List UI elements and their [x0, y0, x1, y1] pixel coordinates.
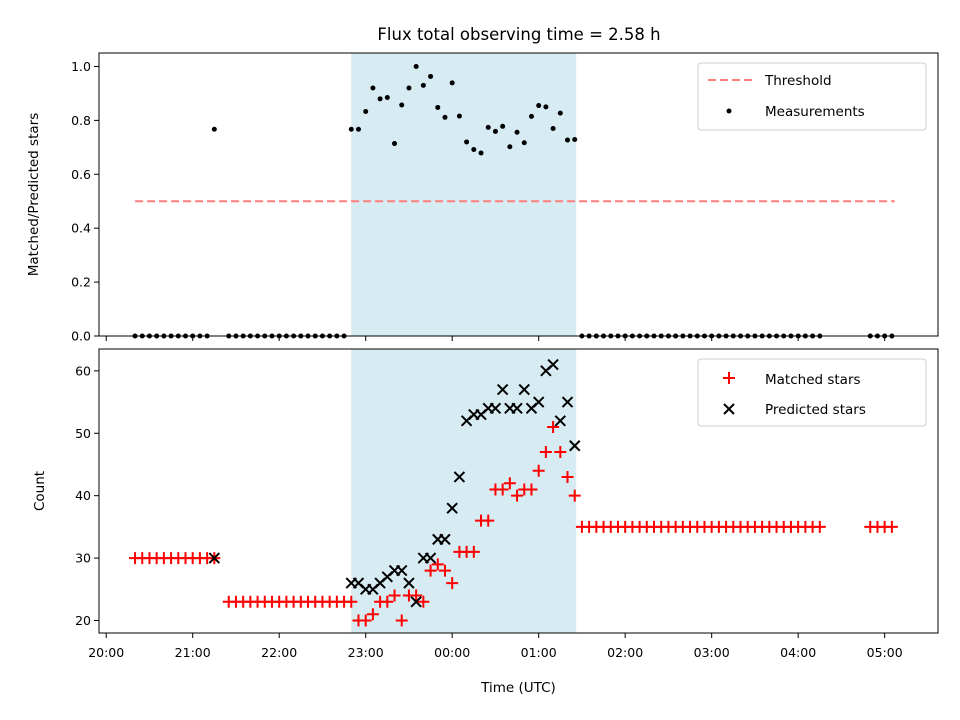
legend-predicted-label: Predicted stars — [765, 402, 866, 418]
x-tick-label: 01:00 — [521, 645, 557, 660]
measurement-point — [392, 141, 397, 146]
x-tick-label: 04:00 — [780, 645, 816, 660]
measurement-point — [370, 86, 375, 91]
x-tick-label: 00:00 — [434, 645, 470, 660]
x-tick-label: 23:00 — [348, 645, 384, 660]
top-y-tick-label: 0.2 — [71, 275, 91, 290]
bottom-y-tick-label: 20 — [75, 613, 91, 628]
bottom-y-tick-label: 30 — [75, 551, 91, 566]
measurement-point — [529, 114, 534, 119]
bottom-y-tick-label: 40 — [75, 488, 91, 503]
measurement-point — [435, 105, 440, 110]
measurement-point — [212, 127, 217, 132]
top-legend: Threshold Measurements — [698, 63, 926, 130]
bottom-panel: 20 30 40 50 60 20:00 21:00 22:00 23:00 00:00 01:0… — [32, 349, 938, 696]
matched-star-point — [886, 521, 898, 533]
top-y-tick-label: 0.4 — [71, 221, 91, 236]
bottom-x-ticks: 20:00 21:00 22:00 23:00 00:00 01:00 02:00 03:00… — [88, 633, 903, 660]
bottom-legend: Matched stars Predicted stars — [698, 359, 926, 426]
measurement-point — [363, 109, 368, 114]
measurement-point — [356, 127, 361, 132]
legend-measurements-label: Measurements — [765, 104, 865, 120]
measurement-point — [515, 130, 520, 135]
measurement-point — [551, 126, 556, 131]
measurement-point — [471, 147, 476, 152]
measurement-point — [565, 138, 570, 143]
legend-threshold-label: Threshold — [764, 73, 832, 89]
measurement-point — [450, 80, 455, 85]
top-y-tick-label: 0.6 — [71, 167, 91, 182]
x-tick-label: 22:00 — [261, 645, 297, 660]
x-tick-label: 03:00 — [694, 645, 730, 660]
measurement-point — [543, 104, 548, 109]
observing-window-span — [351, 53, 576, 336]
bottom-y-axis-label: Count — [32, 471, 48, 511]
x-axis-label: Time (UTC) — [480, 680, 556, 696]
measurement-point — [428, 74, 433, 79]
measurement-point — [536, 103, 541, 108]
observing-window-span — [351, 349, 576, 633]
measurement-point — [507, 144, 512, 149]
measurement-point — [572, 137, 577, 142]
top-y-tick-label: 1.0 — [71, 59, 91, 74]
x-tick-label: 20:00 — [88, 645, 124, 660]
x-tick-label: 21:00 — [175, 645, 211, 660]
measurement-point — [349, 127, 354, 132]
bottom-y-ticks: 20 30 40 50 60 — [75, 363, 99, 628]
x-tick-label: 05:00 — [867, 645, 903, 660]
x-tick-label: 02:00 — [607, 645, 643, 660]
top-y-tick-label: 0.8 — [71, 113, 91, 128]
measurement-point — [378, 96, 383, 101]
bottom-y-tick-label: 60 — [75, 363, 91, 378]
measurement-point — [442, 115, 447, 120]
legend-matched-label: Matched stars — [765, 372, 861, 388]
measurement-point — [479, 150, 484, 155]
measurement-point — [500, 124, 505, 129]
measurement-point — [486, 125, 491, 130]
top-panel: 0.0 0.2 0.4 0.6 0.8 1.0 Matched/Predicted sta… — [26, 53, 938, 344]
measurement-point — [457, 114, 462, 119]
measurement-point — [493, 129, 498, 134]
legend-measurements-swatch — [727, 109, 732, 114]
measurement-point — [385, 95, 390, 100]
top-y-ticks: 0.0 0.2 0.4 0.6 0.8 1.0 — [71, 59, 99, 344]
figure: Flux total observing time = 2.58 h 0.00.… — [0, 0, 960, 720]
measurement-point — [421, 83, 426, 88]
measurement-point — [406, 86, 411, 91]
matched-star-point — [814, 521, 826, 533]
measurement-point — [522, 140, 527, 145]
top-y-axis-label: Matched/Predicted stars — [26, 113, 42, 276]
measurement-point — [399, 103, 404, 108]
measurement-point — [414, 64, 419, 69]
bottom-y-tick-label: 50 — [75, 426, 91, 441]
chart-title: Flux total observing time = 2.58 h — [377, 25, 660, 44]
measurement-point — [464, 139, 469, 144]
top-y-tick-label: 0.0 — [71, 329, 91, 344]
measurement-point — [558, 111, 563, 116]
